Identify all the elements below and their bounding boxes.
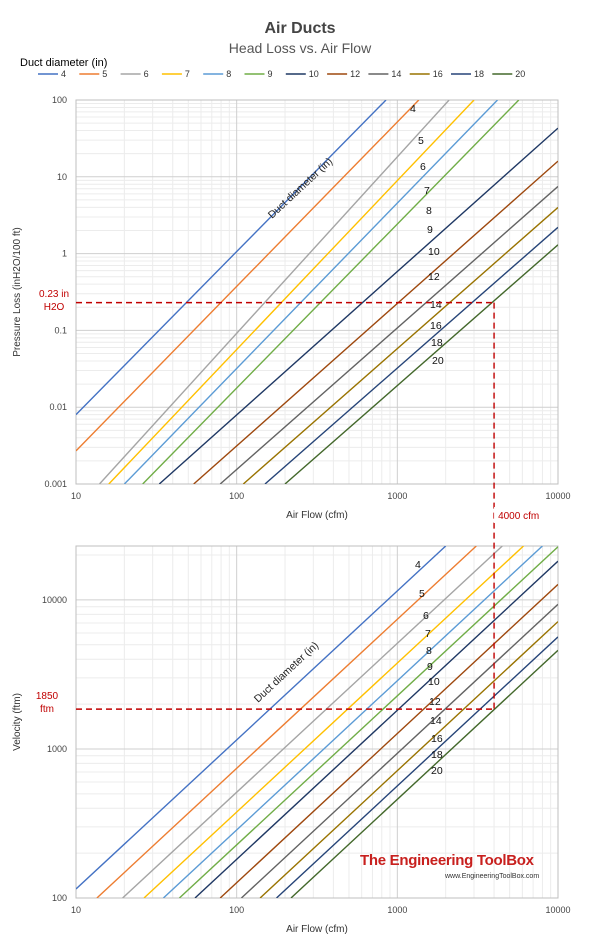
x-tick-label: 1000 <box>387 491 407 501</box>
y-tick-label: 0.01 <box>49 402 67 412</box>
legend-entry-20: 20 <box>515 69 525 79</box>
curve-label-10: 10 <box>428 246 440 258</box>
series-line-9 <box>142 100 520 484</box>
y-tick-label: 0.001 <box>44 479 67 489</box>
series-line-6 <box>122 546 503 898</box>
series-line-10 <box>158 127 558 484</box>
pressure-annotation: H2O <box>44 302 65 313</box>
reading-guides: 0.23 in H2O 1850 ftm 4000 cfm <box>36 289 549 715</box>
series-line-6 <box>98 100 450 484</box>
y-tick-label: 10000 <box>42 595 67 605</box>
flow-annotation: 4000 cfm <box>498 511 539 522</box>
curve-label-16: 16 <box>430 320 442 332</box>
series-line-16 <box>259 621 558 898</box>
series-line-14 <box>240 603 558 898</box>
curve-label-20: 20 <box>432 355 444 367</box>
pressure-annotation: 0.23 in <box>39 289 69 300</box>
series-line-5 <box>76 100 420 452</box>
legend-entry-14: 14 <box>391 69 401 79</box>
curve-label-6: 6 <box>423 610 429 622</box>
curve-label-5: 5 <box>418 135 424 147</box>
legend-entry-12: 12 <box>350 69 360 79</box>
curve-label-5: 5 <box>419 588 425 600</box>
curve-label-4: 4 <box>410 103 416 115</box>
y-tick-label: 1 <box>62 249 67 259</box>
series-line-18 <box>276 636 558 898</box>
series-line-4 <box>76 100 387 416</box>
curve-label-12: 12 <box>428 271 440 283</box>
curve-label-8: 8 <box>426 205 432 217</box>
x-tick-label: 10 <box>71 905 81 915</box>
legend-entry-8: 8 <box>226 69 231 79</box>
x-tick-label: 100 <box>229 491 244 501</box>
plot-frame <box>75 99 559 485</box>
y-axis-label: Pressure Loss (inH2O/100 ft) <box>12 227 23 357</box>
y-tick-label: 0.1 <box>54 325 67 335</box>
series-line-10 <box>194 560 558 898</box>
legend-title: Duct diameter (in) <box>20 57 108 69</box>
series-line-9 <box>178 546 558 898</box>
y-tick-label: 100 <box>52 893 67 903</box>
curve-label-7: 7 <box>424 185 430 197</box>
curve-label-9: 9 <box>427 661 433 673</box>
series-line-8 <box>123 100 499 484</box>
series-line-20 <box>290 649 558 898</box>
series-line-8 <box>162 546 543 898</box>
legend-entry-18: 18 <box>474 69 484 79</box>
series-line-5 <box>96 546 477 898</box>
curve-label-4: 4 <box>415 559 421 571</box>
x-tick-label: 10 <box>71 491 81 501</box>
chart-subtitle: Head Loss vs. Air Flow <box>228 40 372 56</box>
curve-label-7: 7 <box>425 628 431 640</box>
curve-label-6: 6 <box>420 161 426 173</box>
curve-label-14: 14 <box>430 299 442 311</box>
legend-entry-7: 7 <box>185 69 190 79</box>
series-line-18 <box>264 226 558 484</box>
legend-entry-6: 6 <box>144 69 149 79</box>
x-axis-label: Air Flow (cfm) <box>286 510 348 521</box>
head-loss-chart: 10 100 1000 10000 0.001 0.01 0.1 1 10 100 Air Flow… <box>12 95 571 521</box>
curve-label-20: 20 <box>431 765 443 777</box>
legend-entry-4: 4 <box>61 69 66 79</box>
series-line-16 <box>242 206 558 484</box>
x-axis-label: Air Flow (cfm) <box>286 924 348 935</box>
curve-family-label: Duct diameter (in) <box>252 640 321 706</box>
curve-label-18: 18 <box>431 337 443 349</box>
brand-name: The Engineering ToolBox <box>360 852 534 869</box>
x-tick-label: 10000 <box>545 905 570 915</box>
series-line-12 <box>219 583 558 898</box>
series-line-7 <box>108 100 475 484</box>
plot-frame <box>75 545 559 899</box>
velocity-annotation: 1850 <box>36 691 59 702</box>
curve-label-10: 10 <box>428 676 440 688</box>
legend-entry-10: 10 <box>309 69 319 79</box>
curve-label-18: 18 <box>431 749 443 761</box>
x-tick-label: 100 <box>229 905 244 915</box>
curve-label-8: 8 <box>426 645 432 657</box>
series-line-7 <box>143 546 524 898</box>
legend-entry-16: 16 <box>433 69 443 79</box>
y-tick-label: 100 <box>52 95 67 105</box>
curve-label-12: 12 <box>429 696 441 708</box>
curve-label-14: 14 <box>430 715 442 727</box>
curve-label-16: 16 <box>431 733 443 745</box>
series-line-14 <box>219 185 558 484</box>
y-tick-label: 10 <box>57 172 67 182</box>
x-tick-label: 10000 <box>545 491 570 501</box>
legend-entry-9: 9 <box>268 69 273 79</box>
flow-label-bg <box>494 507 549 523</box>
brand-url: www.EngineeringToolBox.com <box>445 873 540 880</box>
series-line-4 <box>76 546 447 890</box>
legend-entry-5: 5 <box>102 69 107 79</box>
chart-title: Air Ducts <box>264 20 336 37</box>
legend: 4 5 6 7 8 9 10 12 14 16 18 20 <box>38 69 525 79</box>
y-axis-label: Velocity (ftm) <box>12 693 23 751</box>
series-line-12 <box>193 160 558 484</box>
velocity-annotation: ftm <box>40 704 54 715</box>
y-tick-label: 1000 <box>47 744 67 754</box>
x-tick-label: 1000 <box>387 905 407 915</box>
series-line-20 <box>284 244 558 484</box>
curve-label-9: 9 <box>427 224 433 236</box>
